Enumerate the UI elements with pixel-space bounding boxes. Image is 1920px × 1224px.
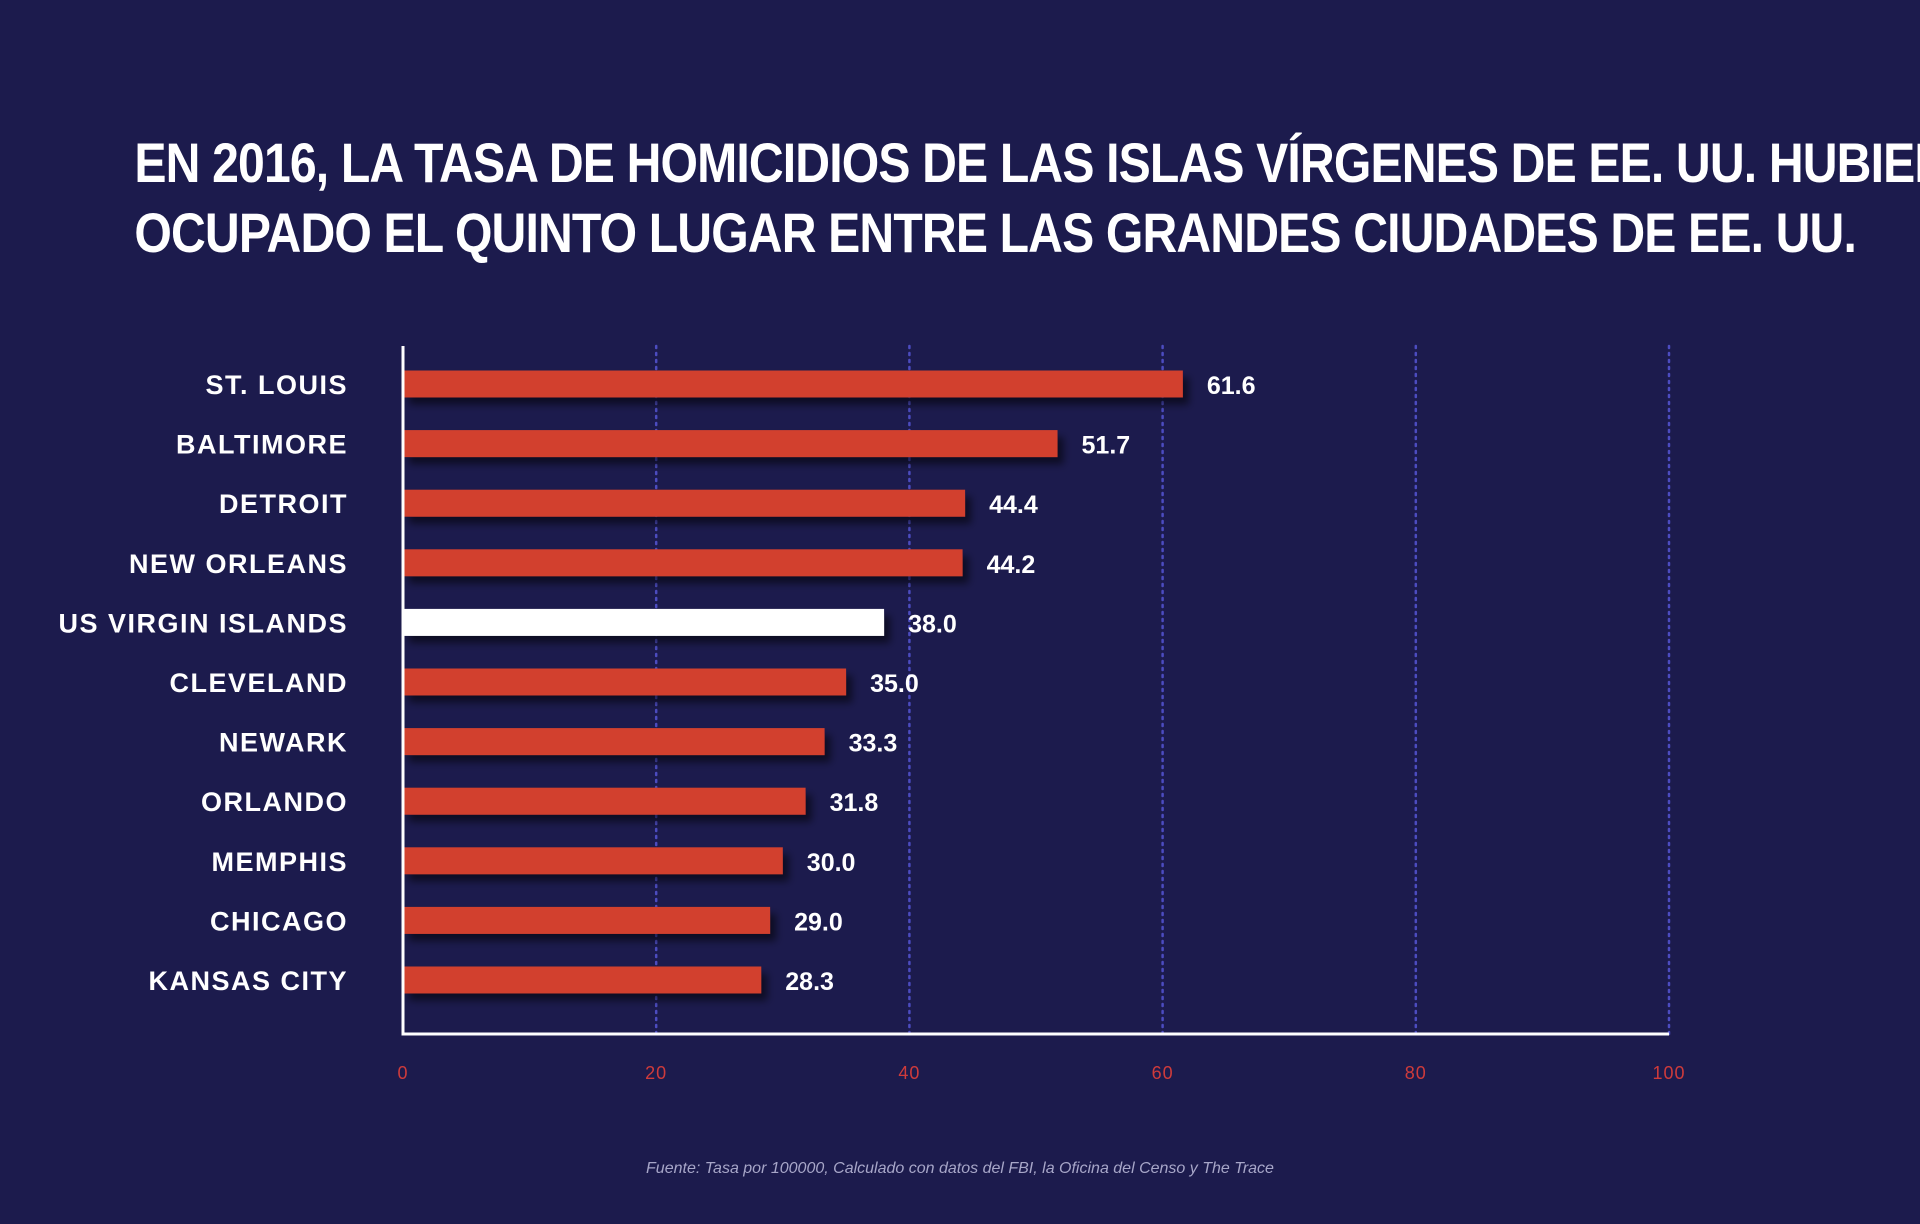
bar	[403, 847, 783, 875]
chart-title: EN 2016, LA TASA DE HOMICIDIOS DE LAS IS…	[134, 128, 1920, 268]
source-note: Fuente: Tasa por 100000, Calculado con d…	[646, 1160, 1274, 1177]
category-label: DETROIT	[219, 489, 348, 519]
value-label: 51.7	[1082, 432, 1131, 460]
value-label: 29.0	[794, 908, 843, 936]
bars	[403, 370, 1183, 994]
category-label: NEWARK	[219, 728, 348, 758]
category-label: US VIRGIN ISLANDS	[58, 608, 348, 638]
value-label: 28.3	[785, 968, 834, 996]
value-label: 38.0	[908, 610, 957, 638]
value-label: 44.2	[987, 551, 1036, 579]
labels: ST. LOUIS 61.6 BALTIMORE 51.7 DETROIT 44.4 NEW…	[58, 370, 1255, 996]
category-label: ORLANDO	[201, 787, 348, 817]
x-tick-label: 40	[898, 1063, 920, 1083]
axes: 0 20 40 60 80 100	[397, 346, 1685, 1083]
category-label: MEMPHIS	[211, 847, 348, 877]
value-label: 31.8	[830, 789, 879, 817]
value-label: 30.0	[807, 849, 856, 877]
chart-title-line-1: EN 2016, LA TASA DE HOMICIDIOS DE LAS IS…	[134, 131, 1920, 194]
x-tick-label: 60	[1152, 1063, 1174, 1083]
x-tick-label: 80	[1405, 1063, 1427, 1083]
value-label: 35.0	[870, 670, 919, 698]
bar	[403, 668, 847, 696]
bar	[403, 430, 1058, 458]
chart-title-line-2: OCUPADO EL QUINTO LUGAR ENTRE LAS GRANDE…	[134, 201, 1856, 264]
bar	[403, 549, 963, 577]
category-label: NEW ORLEANS	[129, 549, 348, 579]
category-label: KANSAS CITY	[148, 966, 348, 996]
value-label: 33.3	[849, 730, 898, 758]
bar	[403, 370, 1183, 398]
value-label: 44.4	[989, 491, 1038, 519]
x-tick-label: 100	[1652, 1063, 1685, 1083]
value-label: 61.6	[1207, 372, 1256, 400]
bar	[403, 787, 806, 815]
category-label: CHICAGO	[210, 906, 348, 936]
bar	[403, 728, 825, 756]
category-label: BALTIMORE	[176, 430, 348, 460]
category-label: ST. LOUIS	[205, 370, 348, 400]
bar	[403, 489, 966, 517]
x-tick-label: 20	[645, 1063, 667, 1083]
category-label: CLEVELAND	[169, 668, 348, 698]
x-tick-label: 0	[397, 1063, 408, 1083]
bar	[403, 966, 762, 994]
bar	[403, 906, 771, 934]
bar-highlight	[403, 608, 885, 636]
